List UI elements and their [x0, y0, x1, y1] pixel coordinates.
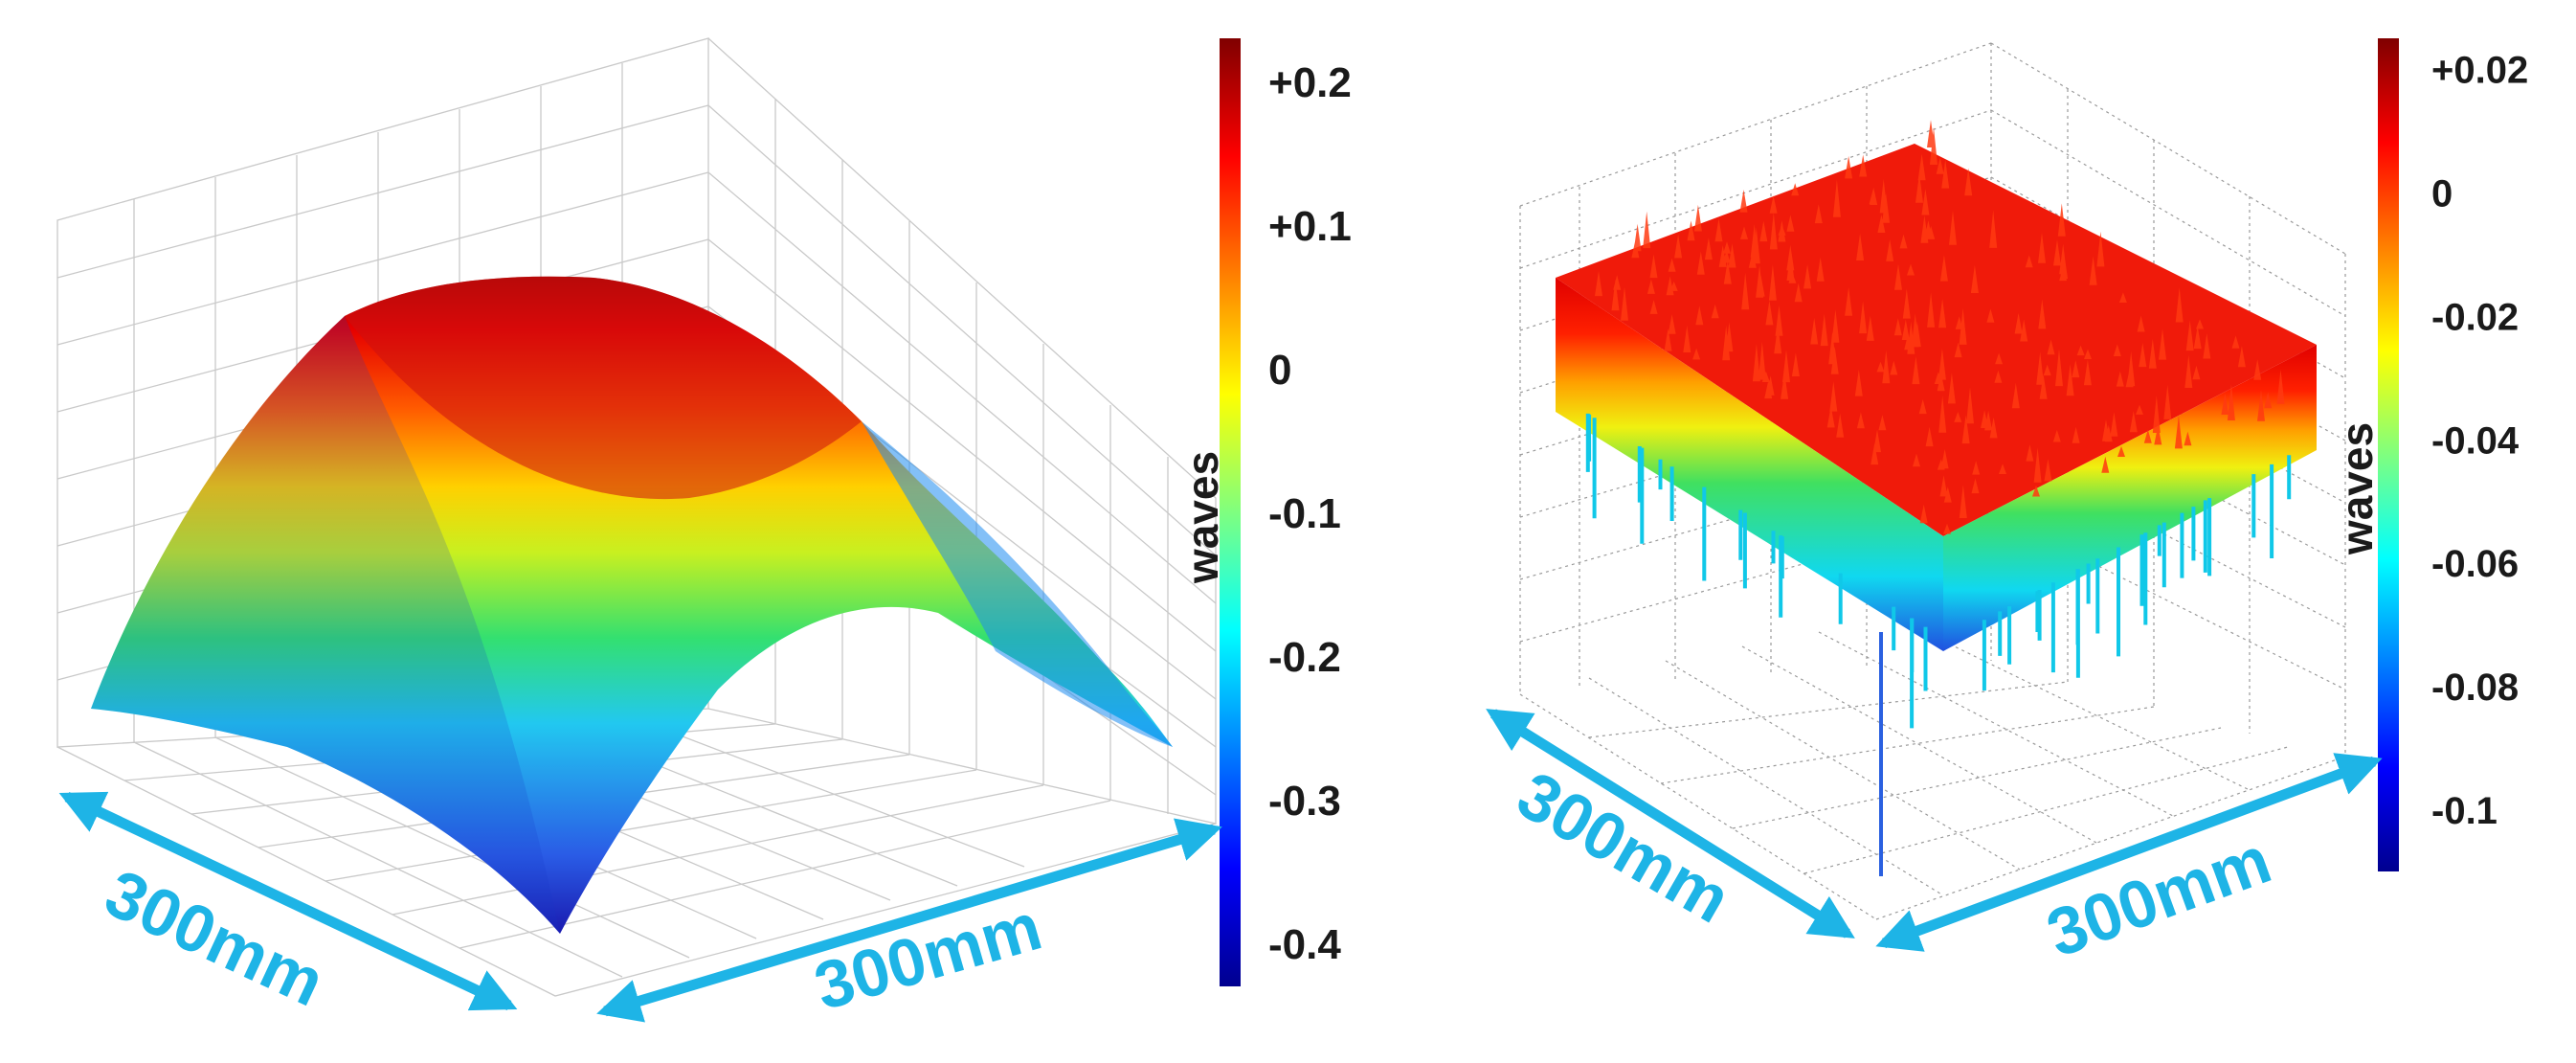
- colorbar-tick-label: -0.2: [1268, 634, 1341, 681]
- flat-noise-spikes: [1595, 120, 2285, 534]
- dome-left-shade: [91, 316, 560, 934]
- colorbar-tick-label: +0.02: [2431, 50, 2528, 92]
- right-dim-arrow-front-left: [1486, 709, 1855, 939]
- colorbar-tick-label: -0.06: [2431, 543, 2519, 585]
- right-colorbar: [2378, 38, 2399, 871]
- left-dome-surface: [91, 276, 1173, 934]
- left-dim-label-1: 300mm: [95, 855, 336, 1021]
- left-colorbar-ticks: +0.2 +0.1 0 -0.1 -0.2 -0.3 -0.4: [1268, 59, 1352, 968]
- colorbar-tick-label: 0: [2431, 173, 2453, 215]
- left-dim-arrow-front-left: [58, 791, 518, 1011]
- right-colorbar-label: waves: [2332, 422, 2382, 555]
- colorbar-tick-label: -0.08: [2431, 667, 2519, 709]
- dome-right-tail: [862, 421, 1173, 747]
- left-surface-chart: +0.2 +0.1 0 -0.1 -0.2 -0.3 -0.4 waves 300mm 30…: [56, 37, 1352, 1024]
- left-colorbar-label: waves: [1177, 451, 1227, 584]
- colorbar-tick-label: -0.1: [1268, 490, 1341, 537]
- colorbar-tick-label: -0.1: [2431, 790, 2498, 832]
- right-colorbar-ticks: +0.02 0 -0.02 -0.04 -0.06 -0.08 -0.1: [2431, 50, 2528, 832]
- flat-front-right-face: [1943, 345, 2317, 651]
- left-colorbar: [1220, 38, 1241, 986]
- colorbar-tick-label: +0.1: [1268, 203, 1352, 250]
- colorbar-tick-label: +0.2: [1268, 59, 1352, 106]
- flat-top-face: [1556, 144, 2317, 536]
- left-dim-label-2: 300mm: [807, 889, 1049, 1024]
- colorbar-tick-label: 0: [1268, 347, 1291, 394]
- right-flat-surface: [1556, 120, 2317, 876]
- flat-front-left-face: [1556, 278, 1943, 651]
- colorbar-tick-label: -0.04: [2431, 419, 2520, 462]
- colorbar-tick-label: -0.4: [1268, 921, 1341, 968]
- colorbar-tick-label: -0.02: [2431, 296, 2519, 338]
- right-dim-arrow-front-right: [1875, 753, 2383, 952]
- colorbar-tick-label: -0.3: [1268, 778, 1341, 825]
- dome-top-highlight: [345, 276, 862, 500]
- right-surface-chart: +0.020-0.02-0.04-0.06-0.08-0.1 waves 300…: [1486, 38, 2528, 971]
- left-dim-arrow-front-right: [596, 818, 1222, 1023]
- flat-downward-spikes: [1585, 413, 2292, 729]
- dome-front-face: [91, 276, 1173, 934]
